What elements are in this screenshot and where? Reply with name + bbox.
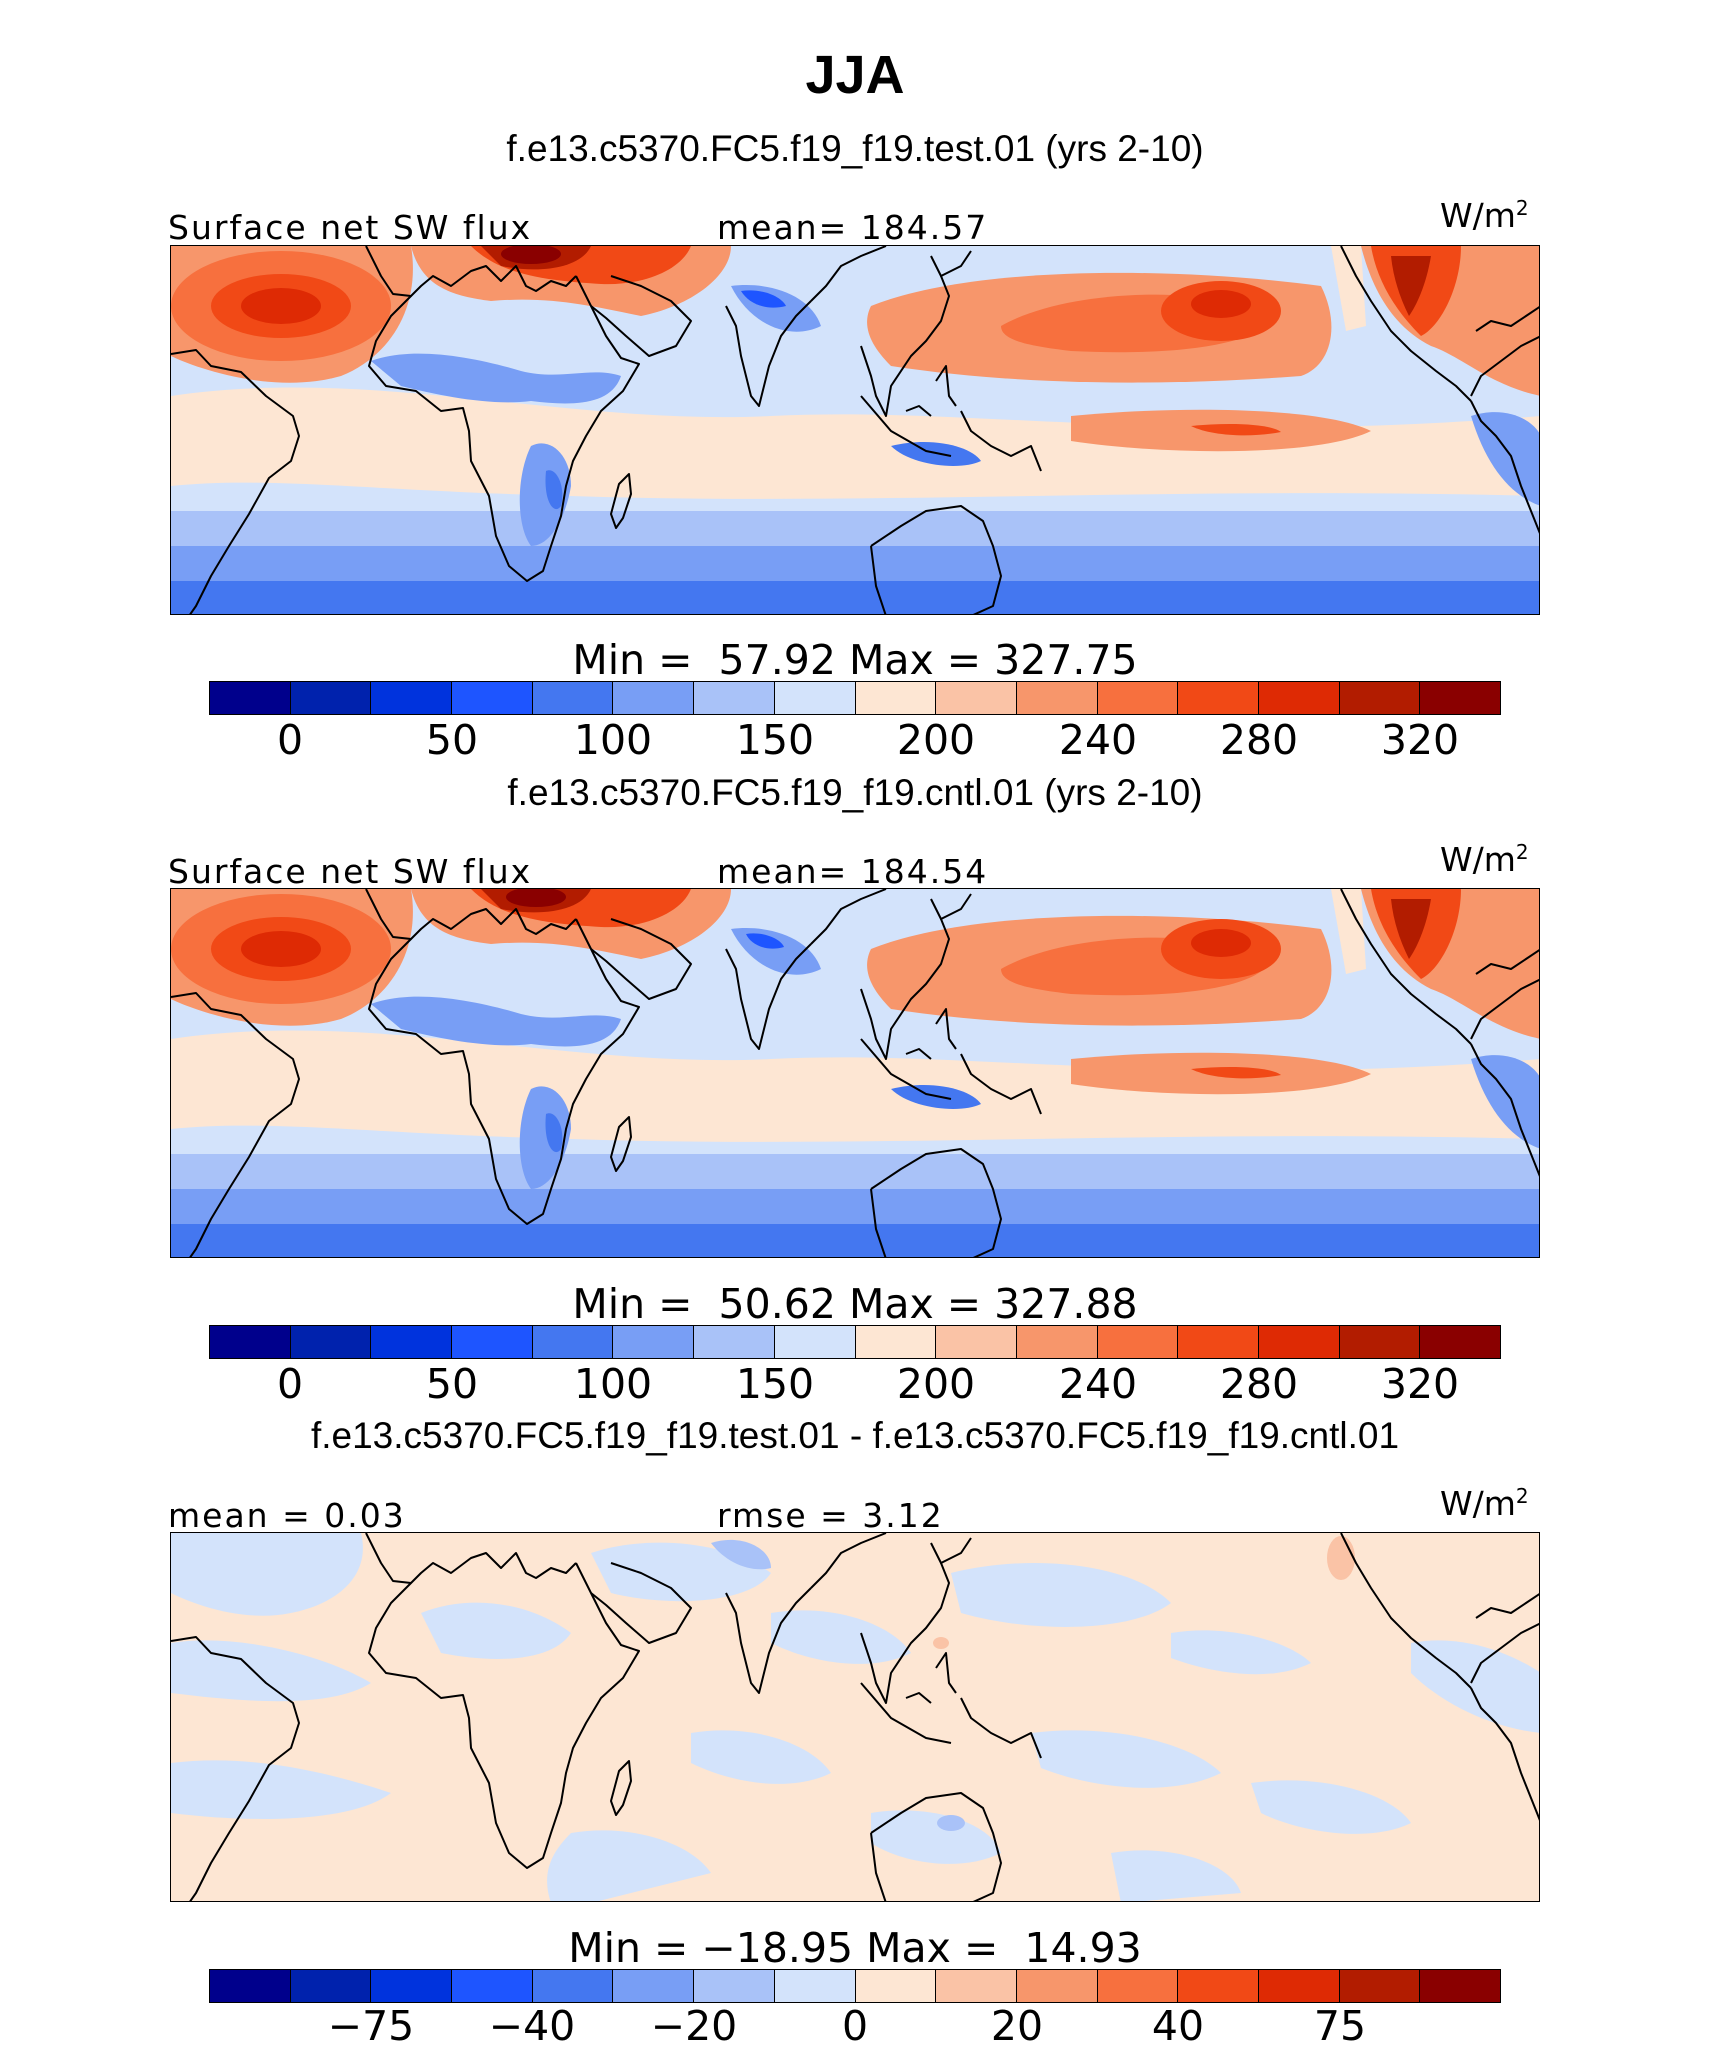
tick-label: 200 bbox=[896, 1360, 976, 1408]
minmax-diff: Min = −18.95 Max = 14.93 bbox=[568, 1924, 1142, 1972]
tick-label: 150 bbox=[735, 1360, 815, 1408]
colorbar-ticks-test: 0 50 100 150 200 240 280 320 bbox=[0, 716, 1710, 766]
tick-label: 200 bbox=[896, 716, 976, 764]
map-cntl bbox=[170, 888, 1540, 1258]
colorbar-test bbox=[209, 681, 1501, 715]
tick-label: 320 bbox=[1380, 716, 1460, 764]
mean-label-diff: mean = 0.03 bbox=[168, 1496, 406, 1535]
unit-label-cntl: W/m2 bbox=[1440, 840, 1529, 879]
colorbar-ticks-diff: −75 −40 −20 0 20 40 75 bbox=[0, 2002, 1710, 2052]
colorbar-ticks-cntl: 0 50 100 150 200 240 280 320 bbox=[0, 1360, 1710, 1410]
tick-label: 0 bbox=[276, 716, 304, 764]
map-cntl-field bbox=[171, 889, 1539, 1257]
minmax-cntl: Min = 50.62 Max = 327.88 bbox=[572, 1280, 1138, 1328]
variable-label-cntl: Surface net SW flux bbox=[168, 852, 533, 891]
tick-label: −20 bbox=[650, 2002, 738, 2050]
tick-label: 50 bbox=[425, 716, 479, 764]
tick-label: 150 bbox=[735, 716, 815, 764]
map-diff-field bbox=[171, 1533, 1539, 1901]
case-title-test: f.e13.c5370.FC5.f19_f19.test.01 (yrs 2-1… bbox=[506, 128, 1204, 169]
tick-label: 320 bbox=[1380, 1360, 1460, 1408]
colorbar-cntl bbox=[209, 1325, 1501, 1359]
unit-label-diff: W/m2 bbox=[1440, 1484, 1529, 1523]
tick-label: −40 bbox=[488, 2002, 576, 2050]
tick-label: 240 bbox=[1058, 1360, 1138, 1408]
rmse-label-diff: rmse = 3.12 bbox=[717, 1496, 944, 1535]
tick-label: 40 bbox=[1151, 2002, 1205, 2050]
tick-label: 20 bbox=[990, 2002, 1044, 2050]
map-test bbox=[170, 245, 1540, 615]
tick-label: 240 bbox=[1058, 716, 1138, 764]
mean-label-cntl: mean= 184.54 bbox=[717, 852, 989, 891]
minmax-test: Min = 57.92 Max = 327.75 bbox=[572, 636, 1138, 684]
variable-label-test: Surface net SW flux bbox=[168, 208, 533, 247]
case-title-diff: f.e13.c5370.FC5.f19_f19.test.01 - f.e13.… bbox=[310, 1415, 1400, 1456]
tick-label: 100 bbox=[573, 1360, 653, 1408]
tick-label: 0 bbox=[841, 2002, 869, 2050]
tick-label: 280 bbox=[1219, 716, 1299, 764]
tick-label: 0 bbox=[276, 1360, 304, 1408]
unit-label-test: W/m2 bbox=[1440, 196, 1529, 235]
case-title-cntl: f.e13.c5370.FC5.f19_f19.cntl.01 (yrs 2-1… bbox=[507, 772, 1203, 813]
tick-label: −75 bbox=[327, 2002, 415, 2050]
tick-label: 100 bbox=[573, 716, 653, 764]
tick-label: 50 bbox=[425, 1360, 479, 1408]
figure-title: JJA bbox=[805, 45, 905, 105]
tick-label: 280 bbox=[1219, 1360, 1299, 1408]
colorbar-diff bbox=[209, 1969, 1501, 2003]
map-diff bbox=[170, 1532, 1540, 1902]
mean-label-test: mean= 184.57 bbox=[717, 208, 989, 247]
map-test-field bbox=[171, 246, 1539, 614]
tick-label: 75 bbox=[1313, 2002, 1367, 2050]
